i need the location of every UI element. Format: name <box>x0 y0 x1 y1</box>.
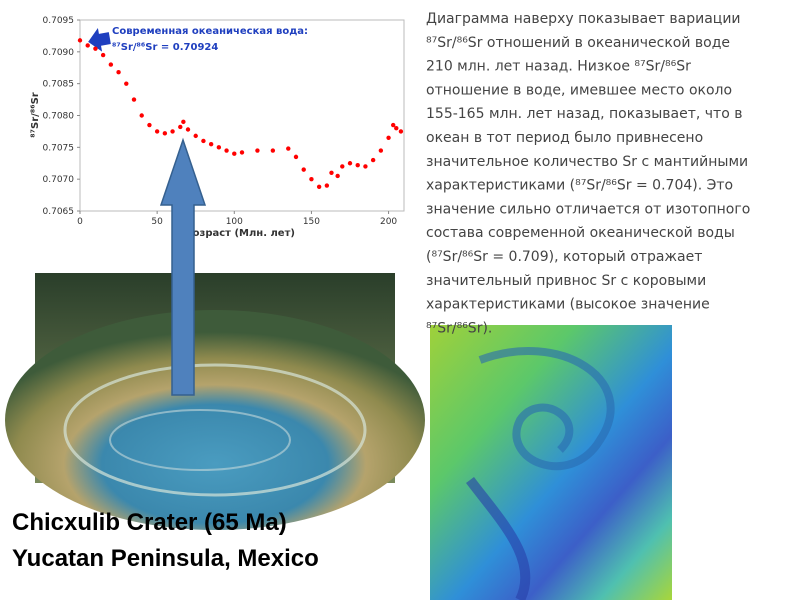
data-point <box>340 164 345 169</box>
annotation: Современная океаническая вода: <box>112 26 308 37</box>
description-line: 210 млн. лет назад. Низкое ⁸⁷Sr/⁸⁶Sr <box>426 59 691 75</box>
data-point <box>232 151 237 156</box>
data-point <box>208 141 214 147</box>
y-tick-label: 0.7070 <box>43 175 75 185</box>
data-point <box>335 173 340 179</box>
description-line: океан в тот период было привнесено <box>426 130 703 146</box>
caption: Chicxulib Crater (65 Ma) <box>12 509 287 536</box>
data-point <box>93 46 98 51</box>
data-point <box>77 38 83 43</box>
annotation-arrow <box>88 28 111 52</box>
data-point <box>116 70 121 75</box>
data-point <box>124 81 129 86</box>
data-point <box>100 52 106 58</box>
data-point <box>131 97 137 102</box>
data-point <box>309 176 314 182</box>
annotation: ⁸⁷Sr/⁸⁶Sr = 0.70924 <box>112 42 218 53</box>
data-point <box>370 157 376 163</box>
description-line: состава современной океанической воды <box>426 225 735 241</box>
description-line: значение сильно отличается от изотопного <box>426 201 750 217</box>
data-point <box>201 138 206 144</box>
data-point <box>301 167 306 172</box>
data-point <box>347 161 353 166</box>
x-tick-label: 200 <box>380 217 397 227</box>
data-point <box>355 162 360 168</box>
x-tick-label: 100 <box>226 217 243 227</box>
y-axis-label: ⁸⁷Sr/⁸⁶Sr <box>30 92 41 138</box>
description-line: значительное количество Sr с мантийными <box>426 154 748 170</box>
description-line: характеристиками (высокое значение <box>426 297 710 313</box>
data-point <box>255 148 260 153</box>
y-tick-label: 0.7075 <box>43 143 75 153</box>
data-point <box>378 148 384 153</box>
data-point <box>224 148 229 153</box>
y-tick-label: 0.7090 <box>43 48 75 58</box>
data-point <box>154 129 160 134</box>
y-tick-label: 0.7080 <box>43 112 75 122</box>
y-tick-label: 0.7095 <box>43 16 75 26</box>
description-line: 155-165 млн. лет назад, показывает, что … <box>426 106 742 122</box>
data-point <box>363 164 368 169</box>
data-point <box>398 129 404 134</box>
data-point <box>147 122 152 128</box>
chart: Современная океаническая вода: ⁸⁷Sr/⁸⁶Sr… <box>30 16 405 239</box>
caption: Yucatan Peninsula, Mexico <box>12 545 319 572</box>
data-point <box>316 184 322 190</box>
data-point <box>324 183 330 188</box>
x-tick-label: 150 <box>303 217 320 227</box>
description-line: Диаграмма наверху показывает вариации <box>426 11 741 27</box>
topography-image <box>430 325 672 600</box>
data-point <box>394 126 399 131</box>
x-tick-label: 0 <box>77 217 83 227</box>
data-point <box>239 150 245 155</box>
y-tick-label: 0.7085 <box>43 80 75 90</box>
data-point <box>162 131 168 136</box>
data-point <box>170 129 175 134</box>
data-point <box>185 127 191 132</box>
description-line: ⁸⁷Sr/⁸⁶Sr). <box>426 320 492 336</box>
description-line: ⁸⁷Sr/⁸⁶Sr отношений в океанической воде <box>426 35 730 51</box>
data-point <box>270 148 276 153</box>
description-line: отношение в воде, имевшее место около <box>426 82 732 98</box>
data-point <box>178 124 183 130</box>
description-line: характеристиками (⁸⁷Sr/⁸⁶Sr = 0.704). Эт… <box>426 178 733 194</box>
data-point <box>193 133 198 139</box>
data-point <box>391 122 396 128</box>
x-axis-label: Возраст (Млн. лет) <box>185 228 295 239</box>
data-point <box>216 145 222 150</box>
description: Диаграмма наверху показывает вариации ⁸⁷S… <box>426 11 750 336</box>
data-point <box>181 119 186 125</box>
data-point <box>329 170 334 175</box>
x-tick-label: 50 <box>151 217 163 227</box>
y-tick-label: 0.7065 <box>43 207 75 217</box>
data-point <box>286 146 291 151</box>
description-line: (⁸⁷Sr/⁸⁶Sr = 0.709), который отражает <box>426 249 702 265</box>
crater-image <box>5 273 425 530</box>
data-point <box>139 113 144 118</box>
data-point <box>108 62 114 67</box>
description-line: значительный привнос Sr с коровыми <box>426 273 706 289</box>
data-point <box>85 43 90 48</box>
data-point <box>386 135 391 140</box>
data-point <box>293 154 299 160</box>
pointer-arrow <box>159 137 207 396</box>
